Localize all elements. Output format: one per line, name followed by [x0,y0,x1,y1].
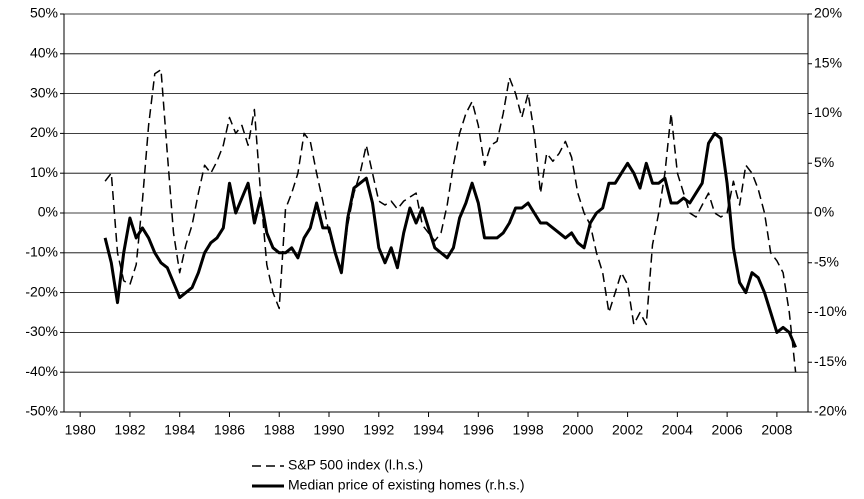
x-tick-label: 1988 [264,422,295,438]
y-tick-label: 30% [30,84,58,100]
x-tick-label: 2006 [712,422,743,438]
legend-label: S&P 500 index (l.h.s.) [288,457,423,473]
y-tick-label: -40% [25,363,58,379]
y2-tick-label: 10% [814,104,842,120]
legend-label: Median price of existing homes (r.h.s.) [288,477,525,493]
y2-tick-label: -15% [814,353,847,369]
y-tick-label: 50% [30,5,58,21]
y2-tick-label: 5% [814,154,834,170]
y-tick-label: 20% [30,124,58,140]
x-tick-label: 2000 [562,422,593,438]
x-tick-label: 1996 [463,422,494,438]
x-tick-label: 1986 [214,422,245,438]
y2-tick-label: 0% [814,204,834,220]
x-tick-label: 1990 [313,422,344,438]
y-tick-label: -20% [25,283,58,299]
x-tick-label: 1998 [512,422,543,438]
y2-tick-label: -5% [814,253,839,269]
y-tick-label: 40% [30,45,58,61]
y2-tick-label: 20% [814,5,842,21]
x-tick-label: 1980 [65,422,96,438]
x-tick-label: 2008 [761,422,792,438]
y-tick-label: -30% [25,323,58,339]
series-line [103,131,797,348]
y-tick-label: 10% [30,164,58,180]
y-tick-label: -50% [25,403,58,419]
x-tick-label: 1982 [114,422,145,438]
x-tick-label: 1992 [363,422,394,438]
y-tick-label: -10% [25,244,58,260]
y2-tick-label: -10% [814,303,847,319]
y-tick-label: 0% [38,204,58,220]
y2-tick-label: 15% [814,54,842,70]
x-tick-label: 1984 [164,422,195,438]
x-tick-label: 1994 [413,422,444,438]
x-tick-label: 2004 [662,422,693,438]
x-tick-label: 2002 [612,422,643,438]
series-line [104,68,797,373]
y2-tick-label: -20% [814,403,847,419]
